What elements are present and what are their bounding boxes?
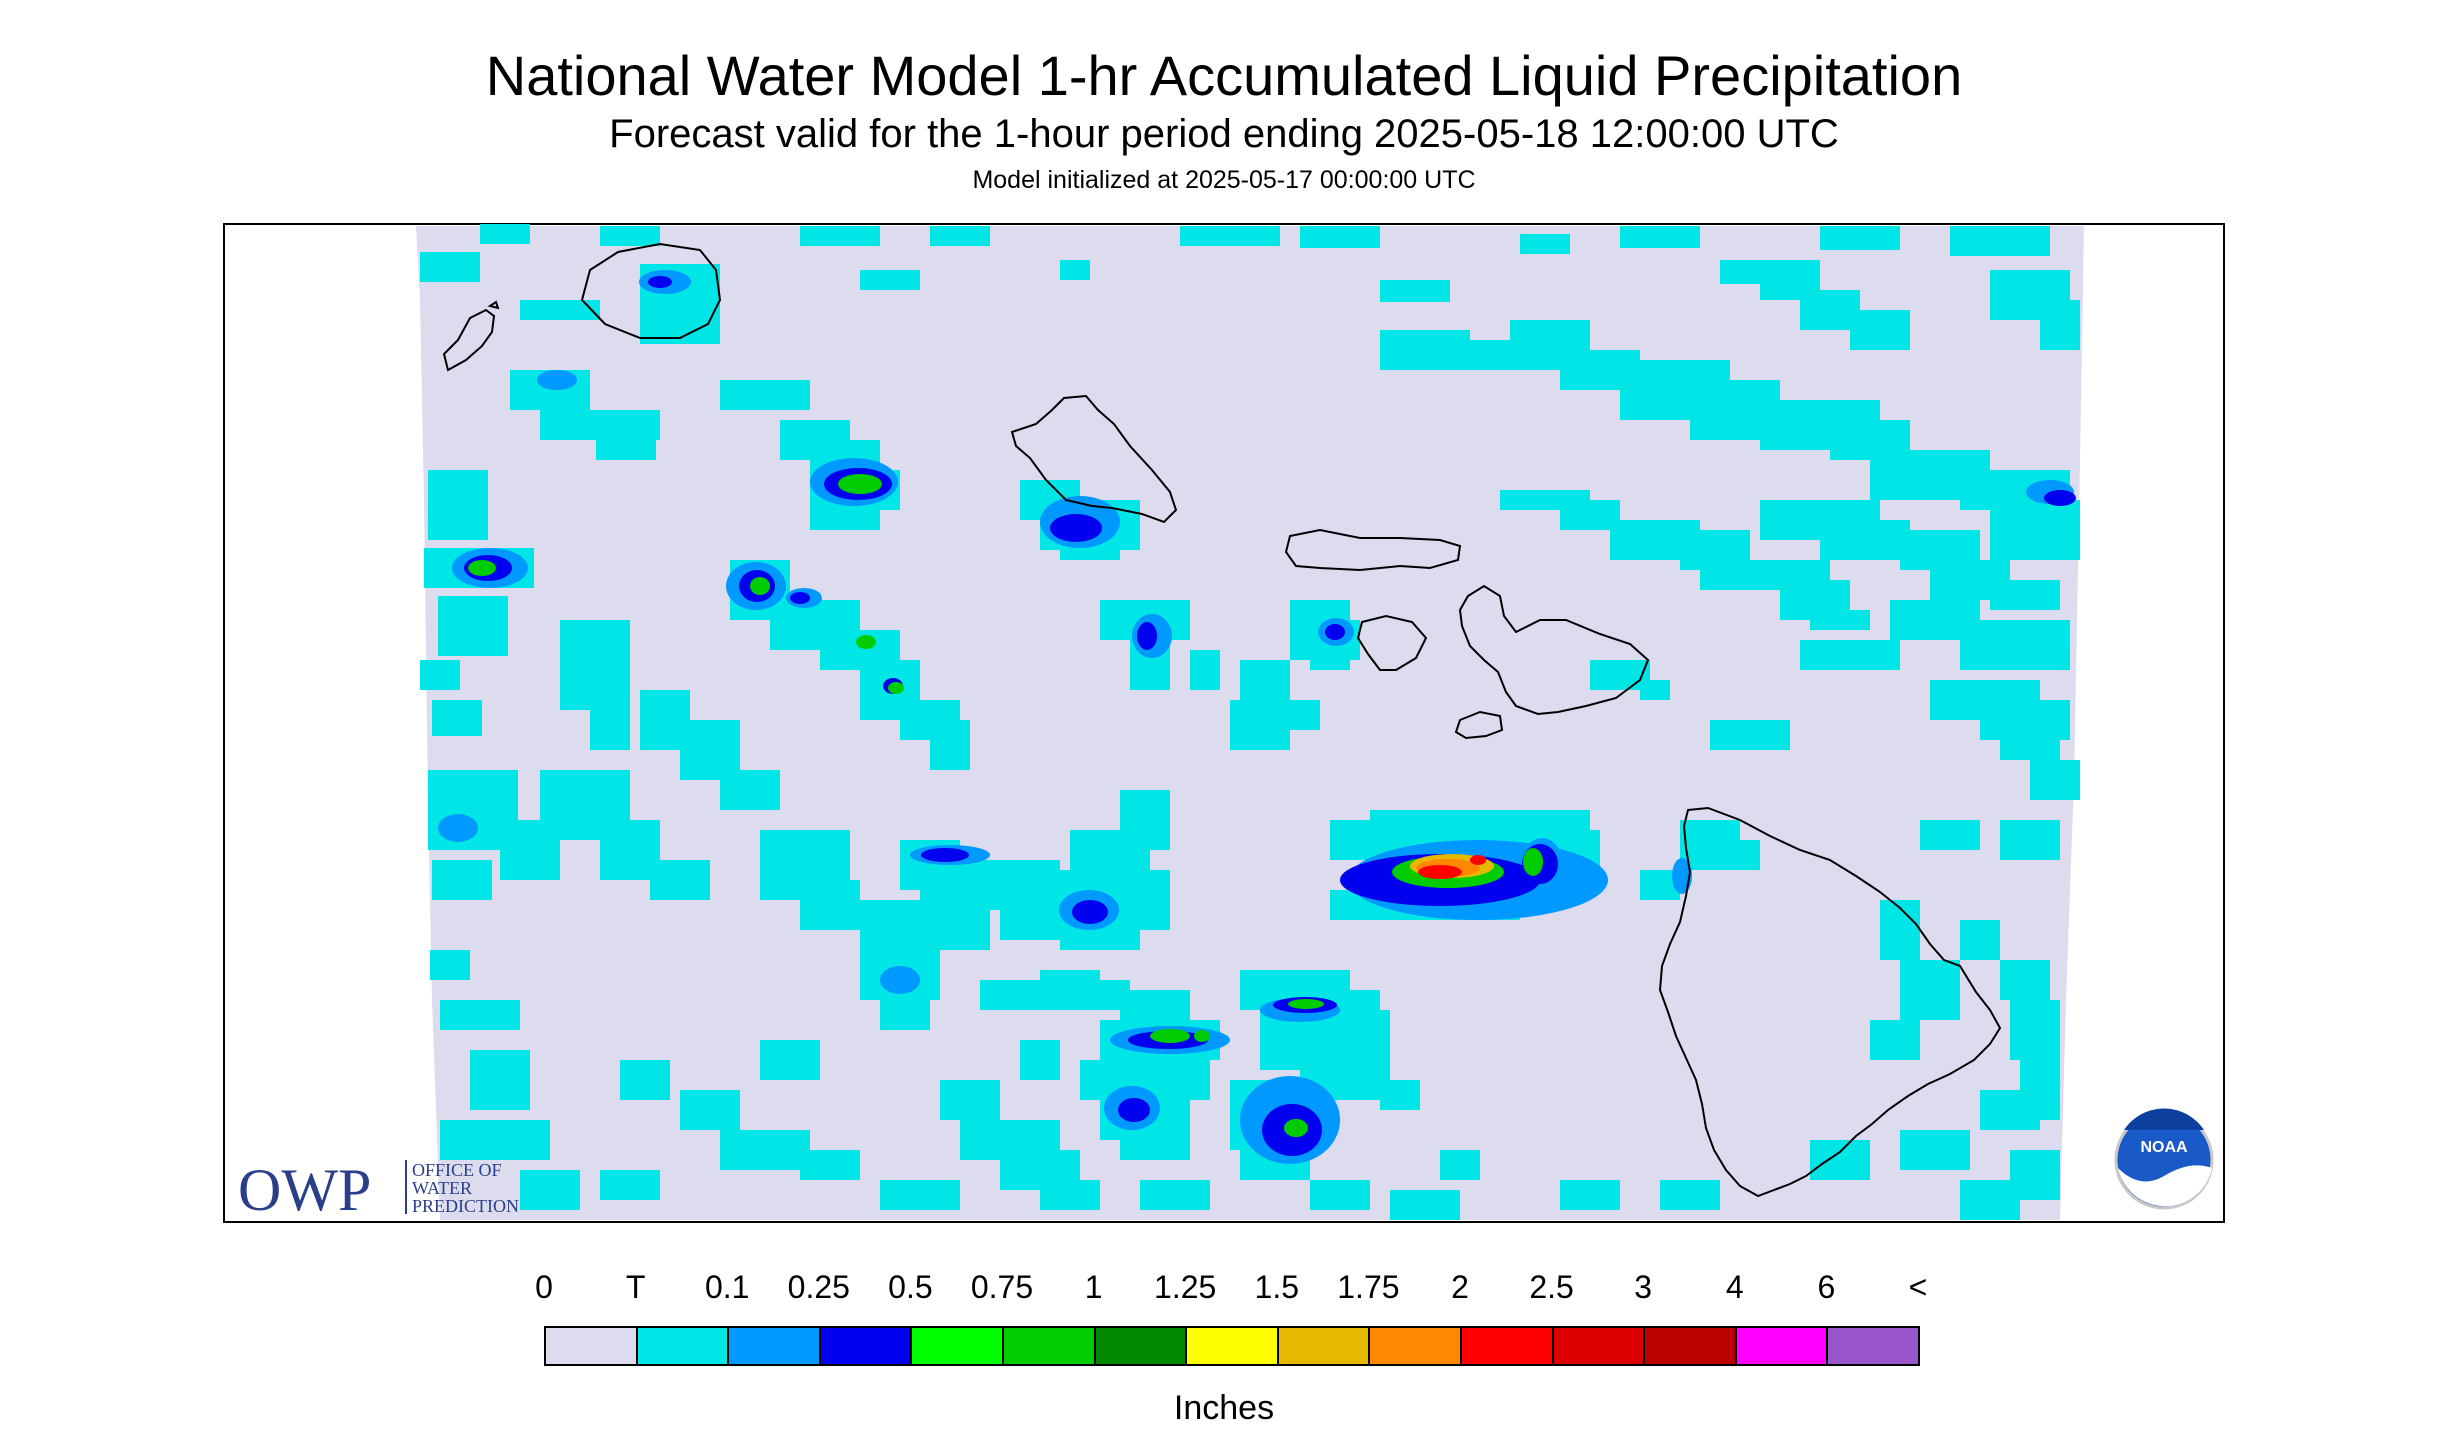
map-title: National Water Model 1-hr Accumulated Li… (485, 44, 1963, 107)
legend-swatch (1826, 1326, 1920, 1366)
owp-line2: WATER (412, 1178, 472, 1198)
noaa-text: NOAA (2140, 1139, 2188, 1156)
island-kahoolawe (1454, 710, 1504, 740)
owp-letters: OWP (238, 1157, 371, 1223)
legend-label: < (1908, 1269, 1928, 1305)
island-niihau (442, 308, 496, 372)
legend-label: 1.25 (1154, 1269, 1217, 1305)
legend-label: 1.5 (1254, 1269, 1300, 1305)
legend-swatch (1185, 1326, 1279, 1366)
legend-label: 0.25 (787, 1269, 850, 1305)
legend-label: 1 (1084, 1269, 1103, 1305)
island-hawaii (1658, 806, 2002, 1198)
owp-line3: PREDICTION (412, 1196, 519, 1216)
legend-swatch (1734, 1326, 1829, 1366)
model-init-text: Model initialized at 2025-05-17 00:00:00… (972, 166, 1476, 194)
legend-label: T (625, 1269, 646, 1305)
legend-swatch (1368, 1326, 1462, 1366)
legend-swatch (818, 1326, 913, 1366)
legend-swatch (1002, 1326, 1096, 1366)
noaa-logo: NOAA (2114, 1108, 2214, 1210)
legend-swatch (1551, 1326, 1646, 1366)
legend-swatch (727, 1326, 821, 1366)
island-molokai (1284, 528, 1462, 572)
owp-logo: OWP OFFICE OF WATER PREDICTION (238, 1157, 519, 1223)
legend-swatch (1093, 1326, 1188, 1366)
legend-swatch (1643, 1326, 1737, 1366)
legend-label: 2.5 (1529, 1269, 1574, 1305)
legend-label: 0.1 (704, 1269, 750, 1305)
island-maui (1458, 584, 1650, 716)
map-subtitle: Forecast valid for the 1-hour period end… (609, 112, 1839, 156)
legend-label: 0.5 (888, 1269, 933, 1305)
legend-swatch (544, 1326, 638, 1366)
legend-label: 0.75 (970, 1269, 1034, 1305)
red-precip-cells (1418, 855, 1486, 879)
legend-label: 3 (1634, 1269, 1653, 1305)
owp-line1: OFFICE OF (412, 1160, 502, 1180)
island-lehua (487, 300, 500, 310)
legend-swatch (1460, 1326, 1554, 1366)
legend-label: 0 (535, 1269, 553, 1305)
island-outlines (442, 242, 2002, 1198)
legend-swatch (910, 1326, 1004, 1366)
island-lanai (1356, 614, 1428, 671)
legend-label: 1.75 (1337, 1269, 1400, 1305)
island-oahu (1010, 394, 1178, 524)
island-kauai (580, 242, 722, 339)
legend-unit: Inches (1173, 1389, 1275, 1427)
legend-label: 2 (1451, 1269, 1469, 1305)
legend-swatch (1276, 1326, 1371, 1366)
legend-label: 6 (1817, 1269, 1836, 1305)
legend-swatch (635, 1326, 730, 1366)
legend-label: 4 (1725, 1269, 1744, 1305)
